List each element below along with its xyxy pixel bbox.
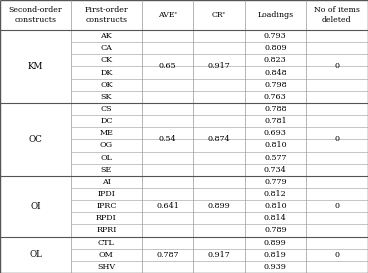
Text: 0.54: 0.54 — [159, 135, 176, 143]
Text: 0.874: 0.874 — [208, 135, 230, 143]
Text: OI: OI — [30, 202, 41, 211]
Text: 0.793: 0.793 — [264, 32, 287, 40]
Text: OK: OK — [100, 81, 113, 89]
Text: 0.798: 0.798 — [264, 81, 287, 89]
Text: 0.779: 0.779 — [264, 178, 287, 186]
Text: 0.823: 0.823 — [264, 57, 287, 64]
Text: SE: SE — [101, 166, 112, 174]
Text: 0.819: 0.819 — [264, 251, 287, 259]
Text: 0: 0 — [334, 202, 339, 210]
Text: AVEᶜ: AVEᶜ — [158, 11, 177, 19]
Text: 0.810: 0.810 — [264, 141, 287, 149]
Text: 0.65: 0.65 — [159, 63, 176, 70]
Text: 0.899: 0.899 — [208, 202, 231, 210]
Text: SK: SK — [100, 93, 112, 101]
Text: DC: DC — [100, 117, 113, 125]
Text: AI: AI — [102, 178, 111, 186]
Text: 0.734: 0.734 — [264, 166, 287, 174]
Text: First-order
constructs: First-order constructs — [85, 6, 128, 23]
Text: Second-order
constructs: Second-order constructs — [8, 6, 62, 23]
Text: No of items
deleted: No of items deleted — [314, 6, 360, 23]
Text: OC: OC — [28, 135, 42, 144]
Text: SHV: SHV — [97, 263, 116, 271]
Text: IPDI: IPDI — [98, 190, 115, 198]
Text: CS: CS — [100, 105, 112, 113]
Text: OM: OM — [99, 251, 114, 259]
Text: 0.814: 0.814 — [264, 214, 287, 222]
Text: OG: OG — [100, 141, 113, 149]
Text: Loadings: Loadings — [257, 11, 293, 19]
Text: 0.763: 0.763 — [264, 93, 287, 101]
Text: CRᶜ: CRᶜ — [212, 11, 226, 19]
Text: 0.899: 0.899 — [264, 239, 287, 247]
Text: 0: 0 — [334, 135, 339, 143]
Text: DK: DK — [100, 69, 113, 76]
Text: 0.848: 0.848 — [264, 69, 287, 76]
Text: CTL: CTL — [98, 239, 115, 247]
Text: KM: KM — [28, 62, 43, 71]
Text: 0: 0 — [334, 251, 339, 259]
Text: 0.781: 0.781 — [264, 117, 287, 125]
Text: 0.917: 0.917 — [208, 251, 231, 259]
Text: ME: ME — [99, 129, 113, 137]
Text: CK: CK — [100, 57, 112, 64]
Text: 0.812: 0.812 — [264, 190, 287, 198]
Text: RPRI: RPRI — [96, 227, 117, 235]
Text: RPDI: RPDI — [96, 214, 117, 222]
Text: 0.787: 0.787 — [156, 251, 179, 259]
Text: 0.789: 0.789 — [264, 227, 287, 235]
Text: 0: 0 — [334, 63, 339, 70]
Text: 0.641: 0.641 — [156, 202, 179, 210]
Text: 0.577: 0.577 — [264, 154, 287, 162]
Text: IPRC: IPRC — [96, 202, 117, 210]
Text: OL: OL — [100, 154, 112, 162]
Text: CA: CA — [100, 44, 112, 52]
Text: AK: AK — [100, 32, 112, 40]
Text: 0.917: 0.917 — [208, 63, 231, 70]
Text: 0.939: 0.939 — [264, 263, 287, 271]
Text: 0.809: 0.809 — [264, 44, 287, 52]
Text: 0.788: 0.788 — [264, 105, 287, 113]
Text: 0.693: 0.693 — [264, 129, 287, 137]
Text: 0.810: 0.810 — [264, 202, 287, 210]
Text: OL: OL — [29, 250, 42, 259]
